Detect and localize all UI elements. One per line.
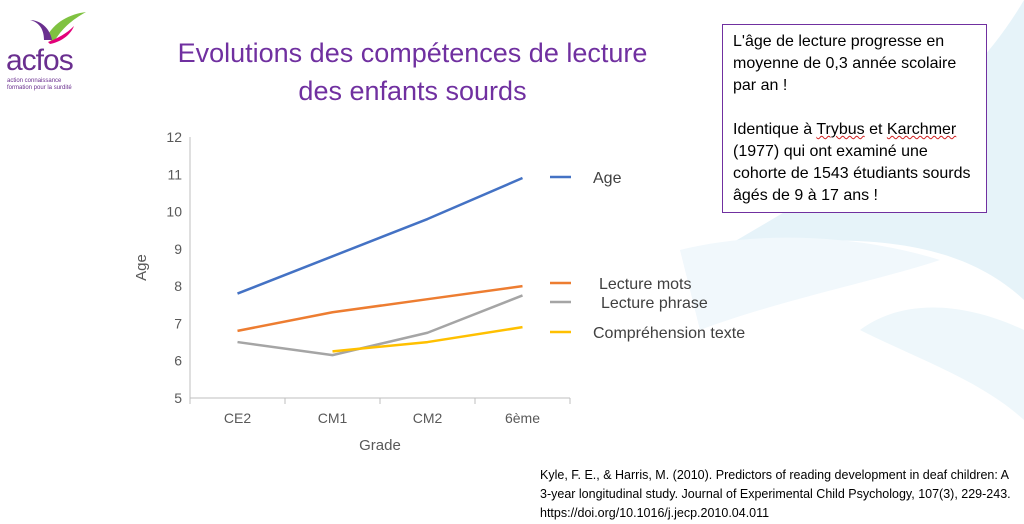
logo-wordmark: acfos	[6, 44, 74, 77]
series-line	[237, 294, 523, 357]
series-line	[332, 325, 523, 353]
logo-bird-icon	[30, 12, 86, 44]
note-box: L'âge de lecture progresse en moyenne de…	[722, 24, 987, 213]
y-tick-label: 10	[166, 204, 182, 220]
note-paragraph-1: L'âge de lecture progresse en moyenne de…	[733, 33, 957, 94]
note-text: (1977) qui ont examiné une cohorte de 15…	[733, 143, 971, 204]
x-tick-label: 6ème	[505, 410, 540, 426]
legend-label: Age	[593, 170, 622, 187]
citation: Kyle, F. E., & Harris, M. (2010). Predic…	[540, 468, 1011, 520]
note-author-karchmer: Karchmer	[886, 121, 957, 138]
note-text: et	[864, 121, 887, 138]
note-author-trybus: Trybus	[816, 121, 865, 138]
x-tick-label: CM1	[318, 410, 348, 426]
y-tick-label: 11	[167, 166, 182, 182]
y-tick-label: 9	[174, 241, 182, 257]
series-line	[237, 284, 523, 333]
note-text: Identique à	[733, 121, 817, 138]
reading-skills-chart: 5 6 7 8 9 10 11 12 CE2 CM1 CM2 6ème Grade Age Age Lectu…	[133, 129, 745, 454]
logo-tagline: action connaissance formation pour la su…	[7, 78, 103, 92]
legend-label: Lecture mots	[599, 276, 691, 293]
y-tick-label: 6	[174, 353, 182, 369]
y-axis-title: Age	[133, 254, 150, 281]
x-axis-title: Grade	[359, 437, 401, 454]
y-tick-label: 7	[174, 315, 182, 331]
slide-title-line2: des enfants sourds	[298, 76, 527, 106]
legend-label: Compréhension texte	[593, 325, 745, 342]
slide-title-line1: Evolutions des compétences de lecture	[177, 38, 648, 68]
logo-tagline-line1: action connaissance	[7, 78, 62, 84]
x-tick-label: CE2	[224, 410, 251, 426]
legend-label: Lecture phrase	[601, 295, 708, 312]
acfos-logo: acfos action connaissance formation pour…	[6, 8, 98, 91]
y-tick-label: 8	[174, 278, 182, 294]
series-line	[237, 176, 523, 295]
x-tick-label: CM2	[413, 410, 443, 426]
logo-tagline-line2: formation pour la surdité	[7, 85, 72, 91]
y-tick-label: 5	[174, 390, 182, 406]
slide-title: Evolutions des compétences de lecture de…	[140, 34, 685, 110]
note-paragraph-2: Identique à Trybus et Karchmer (1977) qu…	[733, 119, 976, 207]
y-tick-label: 12	[166, 129, 182, 145]
